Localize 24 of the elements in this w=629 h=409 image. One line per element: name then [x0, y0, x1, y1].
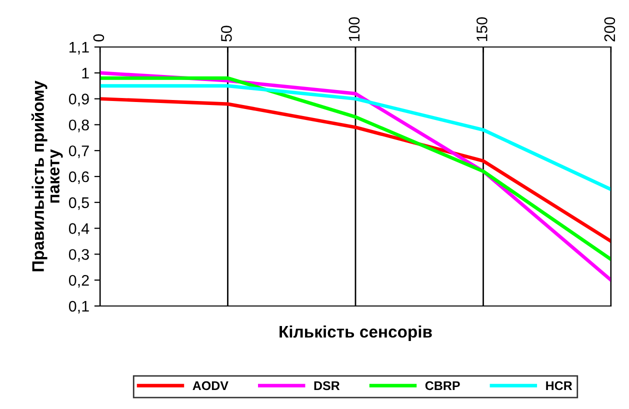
y-tick-label: 0,8: [68, 120, 89, 132]
line-series: [100, 84, 611, 192]
y-tick-label: 1: [82, 68, 89, 78]
y-tick-label: 0,1: [68, 300, 89, 314]
y-tick-label: 0,2: [68, 274, 89, 288]
x-tick-label: 0: [93, 34, 104, 42]
x-axis-title: Кількість сенсорів: [280, 325, 432, 341]
legend-label: AODV: [192, 381, 228, 390]
legend-label: DSR: [314, 381, 340, 390]
legend-label: CBRP: [425, 381, 460, 390]
y-tick-label: 0,7: [68, 145, 89, 158]
y-tick-label: 0,5: [68, 197, 89, 210]
y-tick-label: 0,4: [68, 223, 90, 236]
y-tick-label: 0,6: [68, 171, 89, 184]
y-axis-title: Правильність прийому пакету: [31, 80, 63, 272]
x-tick-label: 50: [221, 26, 232, 42]
y-tick-label: 0,9: [68, 94, 89, 106]
x-tick-label: 200: [604, 17, 616, 42]
y-tick-label: 0,3: [68, 249, 89, 262]
line-series: [100, 97, 611, 243]
x-tick-label: 100: [348, 17, 360, 41]
legend-label: HCR: [546, 381, 572, 390]
x-tick-label: 150: [476, 17, 488, 41]
y-tick-label: 1,1: [70, 42, 89, 54]
